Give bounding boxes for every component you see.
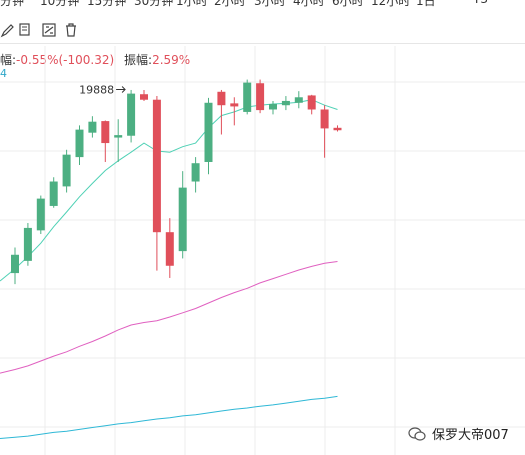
left-cut-label: 4	[0, 67, 7, 80]
candle-body	[204, 102, 213, 162]
candle-body	[23, 227, 32, 261]
draw-icon[interactable]	[0, 22, 16, 38]
change-value: -0.55%(-100.32)	[16, 53, 115, 67]
timeframe-item[interactable]: 30分钟	[134, 0, 174, 8]
wechat-icon	[408, 426, 426, 441]
timeframe-right-label[interactable]: T3	[473, 0, 488, 6]
price-stats: 幅:-0.55%(-100.32) 振幅:2.59%	[0, 51, 190, 68]
candle[interactable]	[217, 89, 226, 135]
candle-body	[88, 121, 97, 133]
timeframe-item[interactable]: 10分钟	[40, 0, 80, 8]
delete-icon[interactable]	[63, 22, 79, 38]
candle-body	[307, 95, 316, 110]
candle-body	[101, 121, 110, 144]
candle[interactable]	[307, 94, 316, 115]
candle[interactable]	[62, 149, 71, 193]
timeframe-item[interactable]: 6小时	[332, 0, 364, 8]
candle-body	[75, 129, 84, 158]
candle-body	[256, 83, 265, 111]
candle-body	[178, 187, 187, 252]
candle[interactable]	[243, 79, 252, 115]
candle-body	[269, 103, 277, 110]
candle[interactable]	[281, 96, 290, 111]
candle-body	[243, 82, 252, 112]
candle-body	[165, 232, 174, 266]
candle[interactable]	[294, 91, 303, 109]
settings-icon[interactable]	[41, 22, 57, 38]
candle[interactable]	[333, 125, 342, 132]
candle-body	[114, 135, 123, 138]
amplitude-value: 2.59%	[152, 53, 191, 67]
candle-body	[127, 93, 136, 136]
ma-long-line	[0, 395, 338, 439]
change-label: 幅:	[0, 53, 17, 67]
timeframe-item[interactable]: 1小时	[176, 0, 208, 8]
candle-body	[49, 181, 58, 206]
candle-body	[281, 100, 290, 106]
candle[interactable]	[88, 116, 97, 138]
timeframe-item[interactable]: 15分钟	[87, 0, 127, 8]
candle-body	[140, 94, 148, 100]
ma-short-line	[0, 99, 338, 282]
drawing-toolbar	[0, 20, 525, 40]
candle[interactable]	[165, 218, 174, 278]
candle[interactable]	[75, 125, 84, 166]
candle-body	[217, 91, 226, 106]
candle[interactable]	[269, 100, 277, 115]
watermark-text: 保罗大帝007	[432, 428, 509, 443]
candle[interactable]	[256, 79, 265, 114]
ma-mid-line	[0, 261, 338, 374]
candle[interactable]	[114, 119, 123, 162]
candle[interactable]	[191, 157, 200, 193]
candle[interactable]	[49, 177, 58, 208]
candle-body	[333, 127, 342, 131]
amplitude-label: 振幅:	[124, 53, 153, 67]
high-price-annotation: 19888	[79, 83, 114, 96]
candle[interactable]	[23, 223, 32, 266]
candle[interactable]	[178, 171, 187, 259]
candle-body	[230, 103, 239, 107]
timeframe-item[interactable]: 12小时	[371, 0, 411, 8]
candle[interactable]	[140, 89, 148, 101]
copy-icon[interactable]	[17, 22, 33, 38]
candle-body	[152, 99, 161, 233]
timeframe-item[interactable]: 2小时	[214, 0, 246, 8]
candle[interactable]	[230, 97, 239, 126]
candle-body	[62, 154, 71, 187]
candle[interactable]	[36, 195, 45, 235]
candle-body	[11, 254, 19, 274]
candle[interactable]	[101, 120, 110, 162]
candle[interactable]	[320, 105, 329, 158]
timeframe-item[interactable]: 3小时	[254, 0, 286, 8]
candle[interactable]	[127, 89, 136, 143]
candle-body	[294, 97, 303, 103]
timeframe-item[interactable]: 1日	[416, 0, 436, 8]
candle-body	[36, 198, 45, 231]
timeframe-item[interactable]: 4小时	[293, 0, 325, 8]
timeframe-item[interactable]: 分钟	[0, 0, 25, 8]
candle-body	[191, 163, 200, 182]
candle[interactable]	[204, 97, 213, 175]
timeframe-bar: 分钟 10分钟 15分钟 30分钟 1小时 2小时 3小时 4小时 6小时 12…	[0, 0, 525, 8]
candle[interactable]	[152, 96, 161, 271]
candle[interactable]	[11, 247, 19, 285]
annotation-arrow	[116, 86, 126, 93]
candle-body	[320, 109, 329, 129]
watermark: 保罗大帝007	[408, 424, 509, 443]
toolbar-divider	[0, 43, 525, 44]
